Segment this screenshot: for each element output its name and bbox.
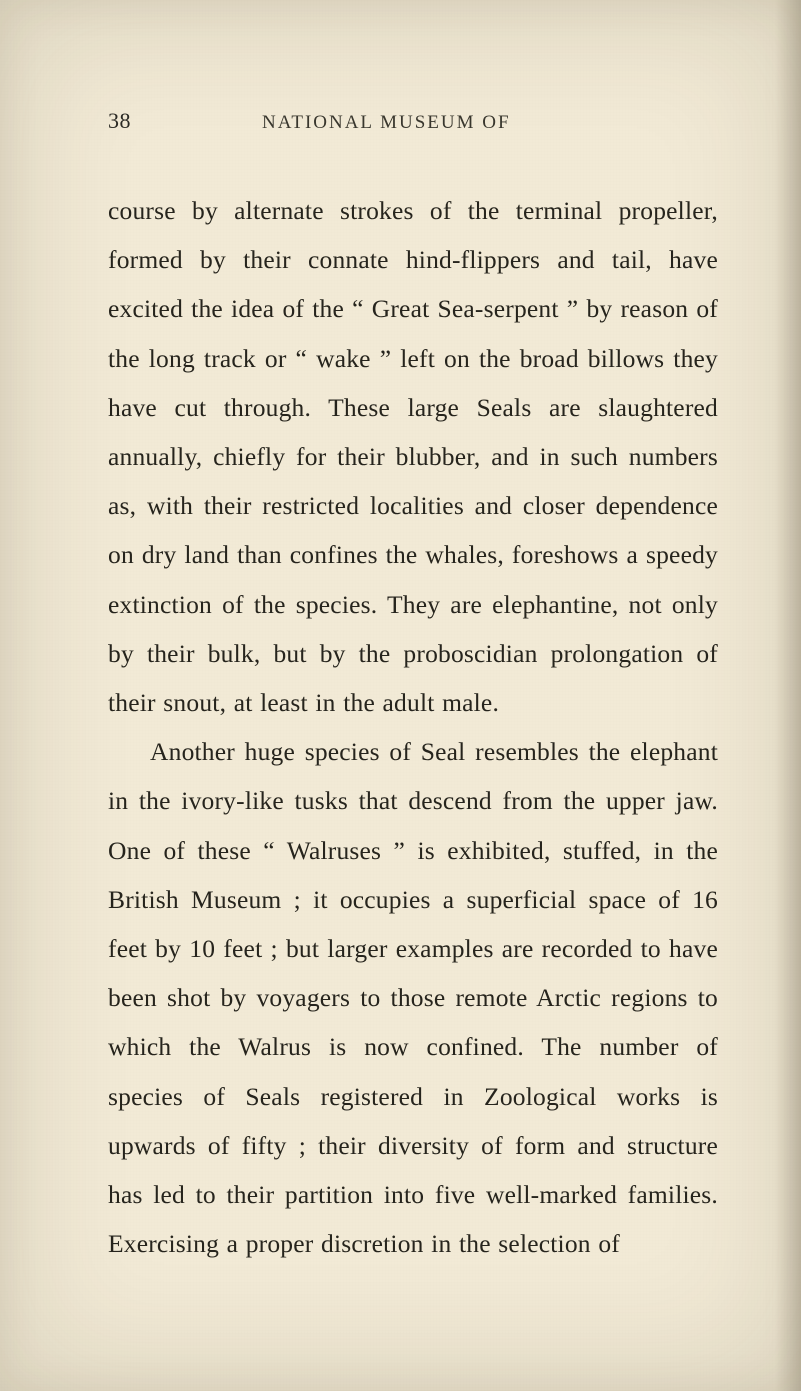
- page-number: 38: [108, 108, 262, 134]
- running-head: NATIONAL MUSEUM OF: [262, 112, 511, 134]
- body-text: course by alternate strokes of the termi…: [108, 186, 718, 1268]
- page-edge-shadow: [775, 0, 801, 1391]
- page-content: 38 NATIONAL MUSEUM OF course by alternat…: [108, 108, 718, 1268]
- paragraph-2: Another huge species of Seal resembles t…: [108, 727, 718, 1268]
- page-header: 38 NATIONAL MUSEUM OF: [108, 108, 718, 134]
- paragraph-1: course by alternate strokes of the termi…: [108, 186, 718, 727]
